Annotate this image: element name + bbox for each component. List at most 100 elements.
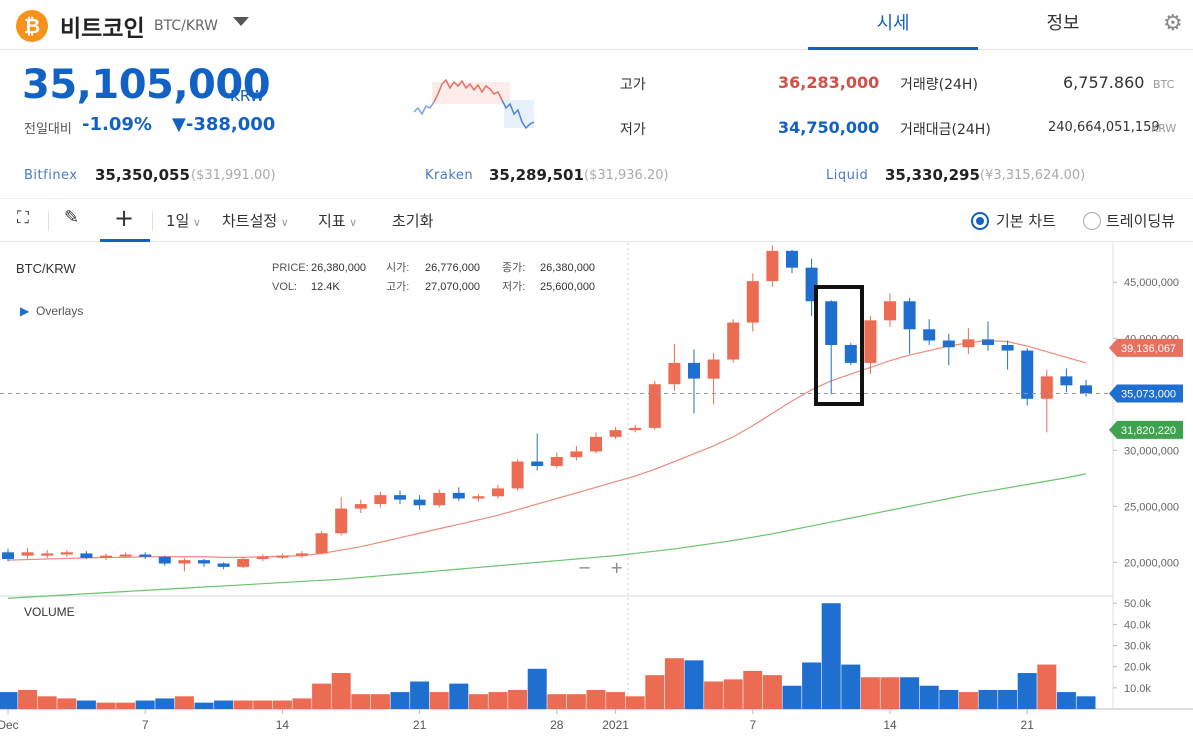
candle-body	[982, 339, 994, 345]
chart-toolbar: ⛶ ✎ + 1일 ∨ 차트설정 ∨ 지표 ∨ 초기화 기본 차트 트레이딩뷰	[0, 198, 1193, 242]
gear-icon[interactable]: ⚙	[1163, 11, 1183, 36]
volume-bar	[57, 698, 77, 709]
x-tick-label: Dec	[0, 718, 19, 732]
price-tag-label: 31,820,220	[1121, 425, 1176, 437]
change-label: 전일대비	[24, 122, 72, 137]
candle-body	[962, 339, 975, 348]
x-tick-label: 28	[550, 718, 564, 732]
pencil-icon[interactable]: ✎	[64, 207, 80, 228]
reset-button[interactable]: 초기화	[392, 212, 434, 230]
basic-chart-radio[interactable]	[971, 212, 989, 230]
overlays-label[interactable]: Overlays	[36, 304, 83, 318]
amount-unit: KRW	[1151, 122, 1177, 135]
high-label: 고가	[620, 77, 646, 93]
overlays-toggle-icon[interactable]: ▶	[20, 304, 30, 318]
candle-body	[1021, 350, 1034, 399]
volume-bar	[586, 689, 606, 709]
candle-body	[452, 492, 465, 499]
candle-body	[433, 492, 446, 506]
indicators-menu[interactable]: 지표 ∨	[318, 210, 357, 231]
chart-pair-label: BTC/KRW	[16, 261, 76, 276]
x-tick-label: 14	[276, 718, 290, 732]
x-tick-label: 7	[749, 718, 756, 732]
exchange-bitfinex-name: Bitfinex	[24, 168, 78, 183]
volume-bar	[429, 692, 449, 709]
volume-bar	[233, 700, 253, 709]
tab-market[interactable]: 시세	[808, 10, 978, 50]
vol-tick-label: 40.0k	[1124, 619, 1151, 631]
volume-bar	[566, 694, 586, 709]
zoom-in-icon[interactable]: +	[610, 558, 623, 577]
volume-bar	[900, 677, 920, 709]
volume-bar	[253, 700, 273, 709]
candle-body	[21, 552, 34, 556]
coin-dropdown-icon[interactable]	[233, 17, 249, 26]
crosshair-icon[interactable]: +	[114, 204, 135, 232]
volume-bar	[194, 702, 214, 709]
volume-bar	[351, 694, 371, 709]
candle-body	[825, 301, 838, 345]
zoom-out-icon[interactable]: −	[578, 558, 591, 577]
candle-body	[884, 301, 896, 321]
candle-body	[746, 281, 759, 323]
low-label: 저가	[620, 122, 646, 138]
x-tick-label: 2021	[602, 718, 629, 732]
candle-body	[354, 504, 367, 509]
candle-body	[648, 384, 661, 428]
tradingview-label[interactable]: 트레이딩뷰	[1106, 212, 1176, 230]
exchange-bitfinex-price: 35,350,055	[95, 166, 190, 184]
chart-settings-menu[interactable]: 차트설정 ∨	[222, 210, 289, 231]
volume-bar	[762, 675, 782, 709]
candle-body	[844, 344, 857, 363]
y-tick-label: 20,000,000	[1124, 557, 1179, 569]
ohlc-low-label: 저가:	[502, 280, 525, 293]
exchange-kraken-price: 35,289,501	[489, 166, 584, 184]
chevron-down-icon: ∨	[345, 216, 358, 229]
candle-body	[629, 427, 642, 431]
tradingview-radio[interactable]	[1083, 212, 1101, 230]
candle-body	[237, 559, 250, 567]
volume-bar	[76, 700, 96, 709]
candle-body	[1080, 385, 1092, 394]
volume-value: 6,757.860	[1063, 73, 1145, 92]
candle-body	[609, 430, 622, 437]
volume-bar	[998, 689, 1018, 709]
candle-body	[1001, 344, 1014, 351]
candle-body	[727, 322, 740, 360]
candle-body	[550, 457, 563, 467]
candle-body	[668, 362, 681, 385]
ohlc-high: 27,070,000	[425, 281, 480, 293]
volume-bar	[96, 702, 116, 709]
highlight-box	[814, 285, 864, 406]
ohlc-price-label: PRICE:	[272, 262, 309, 274]
candle-body	[786, 250, 798, 268]
amount-value: 240,664,051,159	[1048, 120, 1160, 135]
ohlc-low: 25,600,000	[540, 281, 595, 293]
volume-bar	[958, 692, 978, 709]
basic-chart-label[interactable]: 기본 차트	[996, 212, 1056, 230]
price-chart[interactable]: 45,000,00040,000,00035,000,00030,000,000…	[0, 243, 1193, 739]
volume-bar	[684, 660, 704, 709]
vol-tick-label: 30.0k	[1124, 641, 1151, 653]
interval-select[interactable]: 1일 ∨	[166, 210, 201, 231]
volume-bar	[370, 694, 390, 709]
volume-bar	[860, 677, 880, 709]
volume-bar	[312, 683, 332, 709]
volume-bar	[1076, 696, 1096, 709]
change-amount: ▼-388,000	[172, 114, 276, 135]
header: ₿ 비트코인 BTC/KRW 시세 정보 ⚙	[0, 0, 1193, 50]
volume-bar	[978, 689, 998, 709]
volume-bar	[272, 700, 292, 709]
candle-body	[903, 301, 916, 330]
ma-long-line	[7, 473, 1087, 599]
volume-bar	[606, 692, 626, 709]
ma-short-line	[7, 339, 1087, 561]
fullscreen-icon[interactable]: ⛶	[17, 208, 29, 228]
y-tick-label: 45,000,000	[1124, 277, 1179, 289]
candle-body	[688, 362, 700, 379]
volume-bar	[821, 603, 841, 709]
volume-bar	[18, 689, 38, 709]
tab-info[interactable]: 정보	[1046, 13, 1080, 34]
coin-name[interactable]: 비트코인	[60, 16, 145, 42]
candle-body	[1060, 376, 1073, 386]
